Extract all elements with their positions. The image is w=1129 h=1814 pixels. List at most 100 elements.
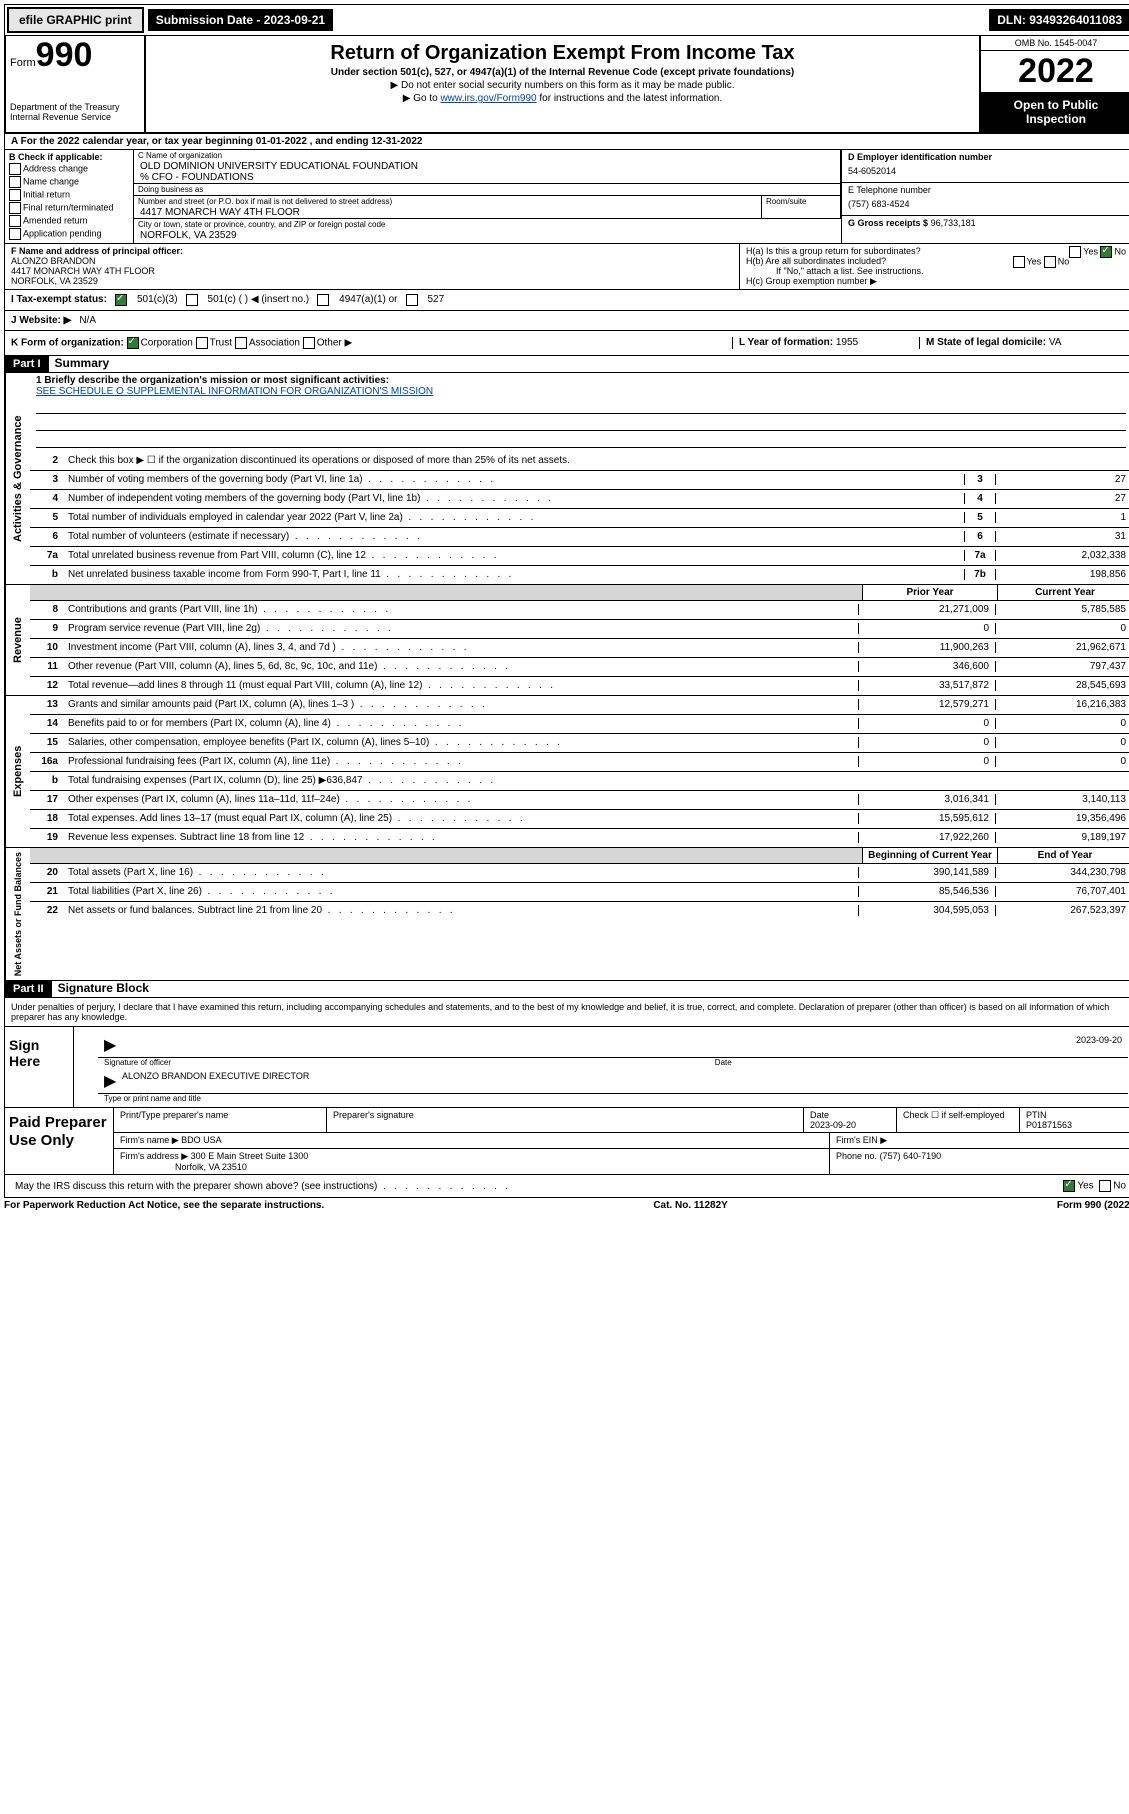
firm-addr1: 300 E Main Street Suite 1300 [191, 1151, 309, 1161]
officer-addr1: 4417 MONARCH WAY 4TH FLOOR [11, 266, 155, 276]
cb-ha-no[interactable] [1100, 246, 1112, 258]
ein-label: D Employer identification number [848, 152, 992, 162]
table-row: 5Total number of individuals employed in… [30, 509, 1129, 528]
cb-hb-yes[interactable] [1013, 256, 1025, 268]
form-label: Form [10, 57, 36, 69]
state-domicile: VA [1049, 337, 1062, 348]
top-bar: efile GRAPHIC print Submission Date - 20… [4, 4, 1129, 36]
part2-title: Signature Block [52, 979, 155, 997]
table-row: 16aProfessional fundraising fees (Part I… [30, 753, 1129, 772]
row-j: J Website: ▶ N/A [4, 311, 1129, 331]
cb-501c3[interactable] [115, 294, 127, 306]
room-suite: Room/suite [762, 196, 841, 218]
cb-amended[interactable] [9, 215, 21, 227]
declaration: Under penalties of perjury, I declare th… [4, 998, 1129, 1027]
ha-label: H(a) Is this a group return for subordin… [746, 246, 921, 256]
phone: (757) 683-4524 [848, 195, 1126, 213]
net-section: Net Assets or Fund Balances Beginning of… [4, 848, 1129, 981]
cb-final-return[interactable] [9, 202, 21, 214]
cb-name-change[interactable] [9, 176, 21, 188]
col-beg: Beginning of Current Year [862, 848, 997, 863]
irs-link[interactable]: www.irs.gov/Form990 [440, 93, 536, 104]
label-org-name: C Name of organization [134, 150, 840, 161]
table-row: 10Investment income (Part VIII, column (… [30, 639, 1129, 658]
table-row: 6Total number of volunteers (estimate if… [30, 528, 1129, 547]
prep-date: 2023-09-20 [810, 1120, 856, 1130]
side-rev: Revenue [5, 585, 30, 695]
note-link: ▶ Go to www.irs.gov/Form990 for instruct… [150, 93, 975, 104]
rev-section: Revenue Prior YearCurrent Year 8Contribu… [4, 585, 1129, 696]
col-prior: Prior Year [862, 585, 997, 600]
cb-trust[interactable] [196, 337, 208, 349]
cb-app-pending[interactable] [9, 228, 21, 240]
table-row: 18Total expenses. Add lines 13–17 (must … [30, 810, 1129, 829]
table-row: 17Other expenses (Part IX, column (A), l… [30, 791, 1129, 810]
header-block: B Check if applicable: Address change Na… [4, 150, 1129, 244]
hb-label: H(b) Are all subordinates included? [746, 256, 886, 266]
exp-section: Expenses 13Grants and similar amounts pa… [4, 696, 1129, 848]
footer-left: For Paperwork Reduction Act Notice, see … [4, 1200, 324, 1211]
phone-label: E Telephone number [848, 185, 931, 195]
cb-corp[interactable] [127, 337, 139, 349]
ptin: P01871563 [1026, 1120, 1072, 1130]
website: N/A [79, 315, 96, 326]
officer-typed-name: ALONZO BRANDON EXECUTIVE DIRECTOR [122, 1071, 309, 1091]
paid-label: Paid Preparer Use Only [5, 1108, 114, 1174]
sig-date: 2023-09-20 [1076, 1035, 1122, 1055]
side-gov: Activities & Governance [5, 373, 30, 584]
table-row: 9Program service revenue (Part VIII, lin… [30, 620, 1129, 639]
city-label: City or town, state or province, country… [134, 219, 841, 230]
officer-name: ALONZO BRANDON [11, 256, 96, 266]
submission-date: Submission Date - 2023-09-21 [148, 9, 333, 31]
efile-button[interactable]: efile GRAPHIC print [7, 7, 144, 33]
section-b: B Check if applicable: Address change Na… [5, 150, 134, 243]
city: NORFOLK, VA 23529 [134, 230, 841, 241]
street-label: Number and street (or P.O. box if mail i… [134, 196, 761, 207]
table-row: 15Salaries, other compensation, employee… [30, 734, 1129, 753]
part1-title: Summary [49, 354, 116, 372]
l2-desc: Check this box ▶ ☐ if the organization d… [64, 454, 1129, 467]
table-row: 7aTotal unrelated business revenue from … [30, 547, 1129, 566]
org-name: OLD DOMINION UNIVERSITY EDUCATIONAL FOUN… [134, 161, 840, 172]
firm-addr2: Norfolk, VA 23510 [175, 1162, 247, 1172]
table-row: 12Total revenue—add lines 8 through 11 (… [30, 677, 1129, 695]
mission-link[interactable]: SEE SCHEDULE O SUPPLEMENTAL INFORMATION … [36, 386, 433, 397]
cb-discuss-no[interactable] [1099, 1180, 1111, 1192]
cb-hb-no[interactable] [1044, 256, 1056, 268]
table-row: bTotal fundraising expenses (Part IX, co… [30, 772, 1129, 791]
cb-501c[interactable] [186, 294, 198, 306]
cb-address-change[interactable] [9, 163, 21, 175]
table-row: 19Revenue less expenses. Subtract line 1… [30, 829, 1129, 847]
sign-here-row: Sign Here ▶2023-09-20 Signature of offic… [4, 1027, 1129, 1108]
part2-header: Part II [5, 981, 52, 997]
cb-other[interactable] [303, 337, 315, 349]
form-subtitle: Under section 501(c), 527, or 4947(a)(1)… [150, 67, 975, 78]
open-to-public: Open to Public Inspection [981, 92, 1129, 132]
firm-name: BDO USA [181, 1135, 222, 1145]
col-curr: Current Year [997, 585, 1129, 600]
form-header: Form990 Department of the Treasury Inter… [4, 36, 1129, 134]
gross-label: G Gross receipts $ [848, 218, 928, 228]
footer: For Paperwork Reduction Act Notice, see … [4, 1198, 1129, 1213]
cb-assoc[interactable] [235, 337, 247, 349]
care-of: % CFO - FOUNDATIONS [134, 172, 840, 183]
cb-discuss-yes[interactable] [1063, 1180, 1075, 1192]
form-title: Return of Organization Exempt From Incom… [150, 42, 975, 65]
table-row: 4Number of independent voting members of… [30, 490, 1129, 509]
cb-527[interactable] [406, 294, 418, 306]
note-ssn: ▶ Do not enter social security numbers o… [150, 80, 975, 91]
cb-ha-yes[interactable] [1069, 246, 1081, 258]
table-row: 21Total liabilities (Part X, line 26)85,… [30, 883, 1129, 902]
dept-label: Department of the Treasury Internal Reve… [10, 102, 140, 122]
table-row: 8Contributions and grants (Part VIII, li… [30, 601, 1129, 620]
row-f-h: F Name and address of principal officer:… [4, 244, 1129, 290]
table-row: 22Net assets or fund balances. Subtract … [30, 902, 1129, 920]
footer-right: Form 990 (2022) [1057, 1200, 1129, 1211]
col-end: End of Year [997, 848, 1129, 863]
sign-here-label: Sign Here [5, 1027, 74, 1107]
dln: DLN: 93493264011083 [989, 9, 1129, 31]
cb-initial-return[interactable] [9, 189, 21, 201]
footer-mid: Cat. No. 11282Y [653, 1200, 727, 1211]
table-row: bNet unrelated business taxable income f… [30, 566, 1129, 584]
cb-4947[interactable] [317, 294, 329, 306]
